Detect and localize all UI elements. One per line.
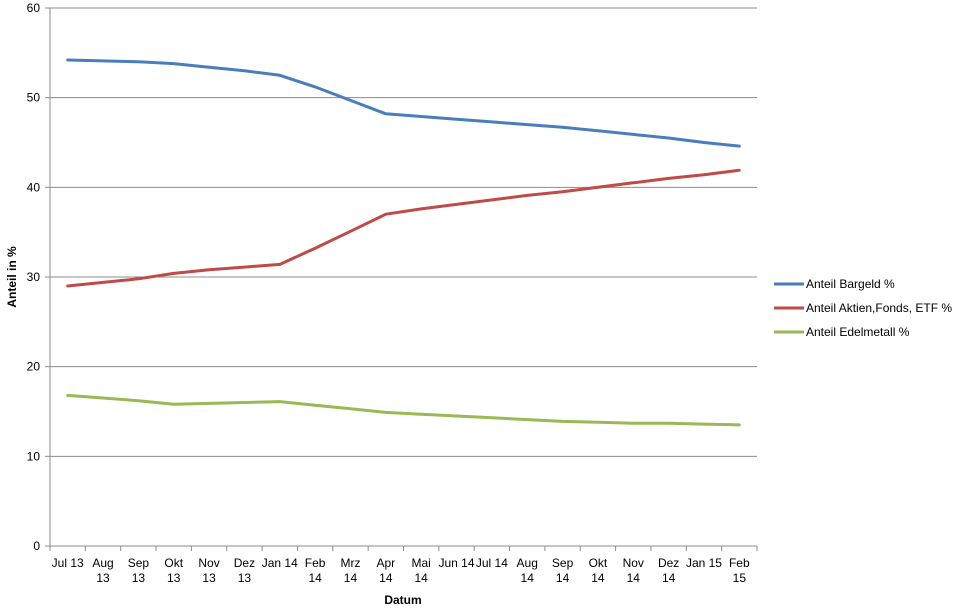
x-tick-label: Jan 15 — [686, 556, 722, 570]
x-tick-label: Mrz 14 — [340, 556, 360, 585]
x-tick-label: Sep 13 — [128, 556, 150, 585]
x-tick-label: Jun 14 — [439, 556, 475, 570]
y-tick-label: 50 — [27, 91, 41, 105]
series-lines — [66, 58, 741, 427]
x-tick-label: Mai 14 — [412, 556, 431, 585]
y-tick-label: 10 — [27, 449, 41, 463]
y-tick-label: 40 — [27, 180, 41, 194]
legend: Anteil Bargeld % Anteil Aktien,Fonds, ETF… — [774, 277, 952, 339]
x-tick-label: Okt 14 — [589, 556, 608, 585]
x-tick-label: Okt 13 — [164, 556, 183, 585]
x-axis-title: Datum — [384, 593, 421, 607]
series-line-2 — [66, 168, 741, 288]
x-tick-label: Jul 14 — [476, 556, 508, 570]
legend-label: Anteil Edelmetall % — [806, 325, 910, 339]
x-tick-label: Jan 14 — [262, 556, 298, 570]
series-line-3 — [66, 393, 741, 427]
x-tick-label: Dez 13 — [234, 556, 255, 585]
gridlines — [50, 7, 757, 457]
x-tick-label: Jul 13 — [52, 556, 84, 570]
y-axis-ticks: 0 10 20 30 40 50 60 — [27, 1, 50, 553]
x-tick-label: Nov 14 — [623, 556, 644, 585]
x-tick-label: Feb 15 — [729, 556, 750, 585]
x-tick-label: Aug 13 — [92, 556, 113, 585]
y-axis-title: Anteil in % — [5, 246, 19, 308]
y-tick-label: 30 — [27, 270, 41, 284]
x-tick-label: Feb 14 — [305, 556, 326, 585]
legend-label: Anteil Aktien,Fonds, ETF % — [806, 301, 952, 315]
y-tick-label: 0 — [33, 539, 40, 553]
x-tick-label: Sep 14 — [552, 556, 574, 585]
x-tick-label: Apr 14 — [376, 556, 395, 585]
y-tick-label: 60 — [27, 1, 41, 15]
x-axis: Jul 13 Aug 13 Sep 13 Okt 13 Nov 13 Dez 13 Jan 14 Feb… — [49, 8, 758, 585]
y-tick-label: 20 — [27, 360, 41, 374]
legend-label: Anteil Bargeld % — [806, 277, 895, 291]
series-line-1 — [66, 58, 741, 148]
x-tick-label: Nov 13 — [198, 556, 219, 585]
x-tick-label: Aug 14 — [517, 556, 538, 585]
x-tick-label: Dez 14 — [658, 556, 679, 585]
